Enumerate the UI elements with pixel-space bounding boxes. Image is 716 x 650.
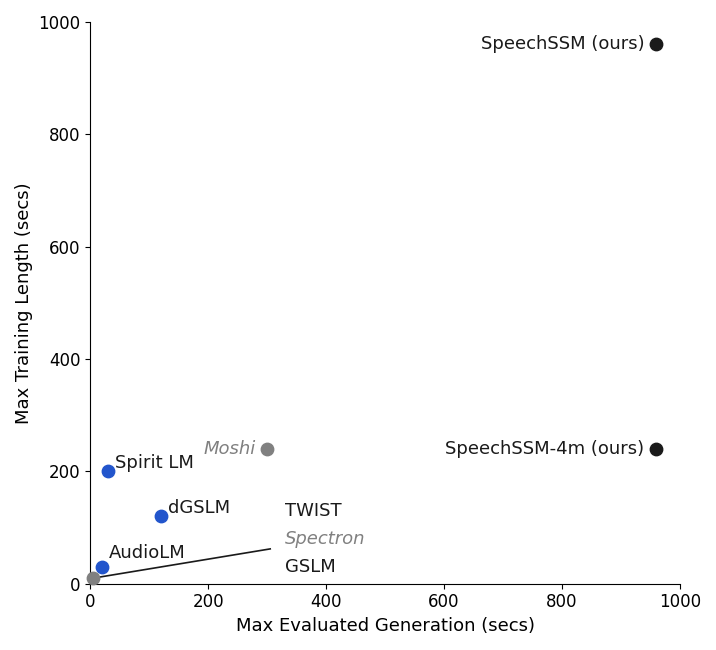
Text: AudioLM: AudioLM [110, 544, 186, 562]
Text: GSLM: GSLM [285, 558, 336, 576]
X-axis label: Max Evaluated Generation (secs): Max Evaluated Generation (secs) [236, 617, 535, 635]
Point [261, 444, 273, 454]
Text: dGSLM: dGSLM [168, 499, 231, 517]
Point [155, 511, 167, 521]
Point [651, 39, 662, 49]
Text: SpeechSSM-4m (ours): SpeechSSM-4m (ours) [445, 440, 644, 458]
Text: Spectron: Spectron [285, 530, 365, 548]
Y-axis label: Max Training Length (secs): Max Training Length (secs) [15, 182, 33, 424]
Text: TWIST: TWIST [285, 502, 342, 520]
Point [651, 444, 662, 454]
Point [97, 562, 108, 572]
Text: Moshi: Moshi [203, 440, 256, 458]
Text: Spirit LM: Spirit LM [115, 454, 194, 472]
Point [102, 466, 114, 476]
Point [87, 573, 99, 583]
Text: SpeechSSM (ours): SpeechSSM (ours) [481, 36, 644, 53]
